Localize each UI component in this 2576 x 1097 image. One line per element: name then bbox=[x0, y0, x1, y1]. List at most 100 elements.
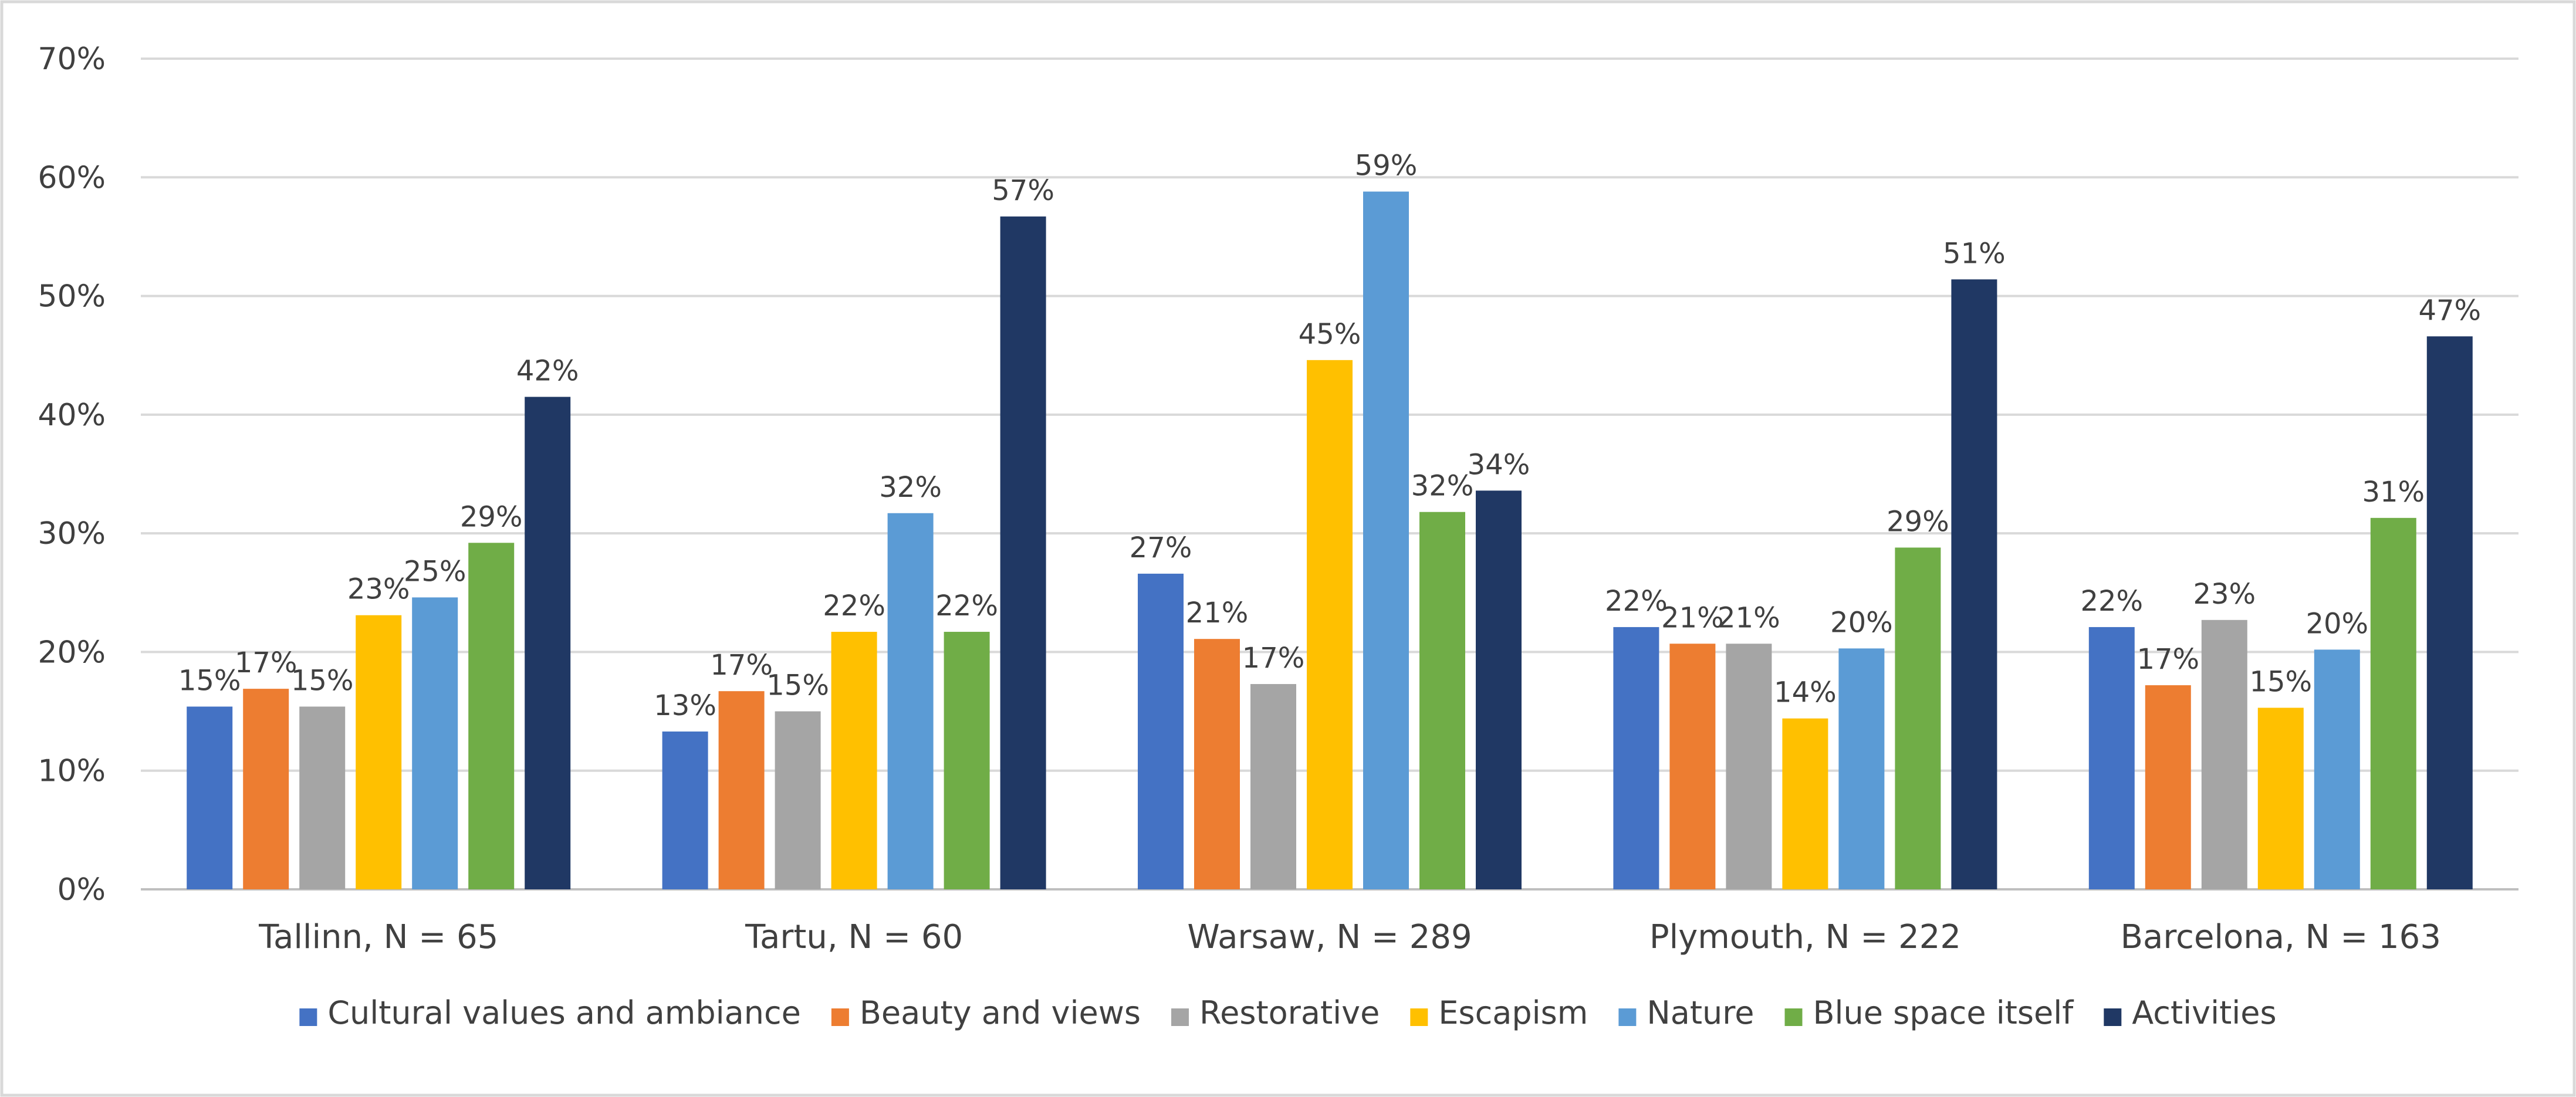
bar bbox=[299, 706, 345, 889]
legend-label: Nature bbox=[1647, 994, 1754, 1031]
bar bbox=[2371, 518, 2416, 889]
data-label: 27% bbox=[1130, 531, 1192, 564]
legend-item: Cultural values and ambiance bbox=[299, 994, 801, 1031]
bar bbox=[719, 691, 765, 889]
bar bbox=[1951, 279, 1997, 889]
data-label: 31% bbox=[2362, 476, 2425, 509]
bar bbox=[2089, 627, 2135, 889]
bar bbox=[1194, 639, 1240, 889]
data-label: 15% bbox=[291, 664, 354, 697]
data-label: 22% bbox=[823, 590, 885, 622]
y-tick-label: 10% bbox=[38, 754, 106, 789]
data-label: 51% bbox=[1943, 237, 2006, 270]
data-label: 23% bbox=[2193, 578, 2256, 611]
x-axis-categories: Tallinn, N = 65 Tartu, N = 60 Warsaw, N = … bbox=[258, 918, 2441, 956]
legend-label: Blue space itself bbox=[1813, 994, 2075, 1031]
data-label: 42% bbox=[516, 355, 579, 388]
legend-label: Escapism bbox=[1438, 994, 1588, 1031]
data-label: 17% bbox=[2136, 643, 2199, 676]
bar bbox=[1000, 216, 1046, 889]
y-axis-ticks: 0% 10% 20% 30% 40% 50% 60% 70% bbox=[38, 42, 106, 908]
bar bbox=[1363, 192, 1409, 889]
data-label: 15% bbox=[2249, 666, 2312, 699]
data-label: 20% bbox=[2305, 607, 2368, 640]
legend-swatch bbox=[1410, 1008, 1428, 1026]
bar bbox=[1726, 644, 1772, 889]
y-tick-label: 0% bbox=[58, 872, 106, 908]
legend-label: Cultural values and ambiance bbox=[327, 994, 801, 1031]
bar bbox=[525, 397, 570, 889]
chart-container: 0% 10% 20% 30% 40% 50% 60% 70% 15% 17% 15% 23% 25% 2… bbox=[0, 0, 2576, 1097]
y-tick-label: 70% bbox=[38, 42, 106, 77]
bar bbox=[662, 732, 708, 889]
legend-item: Beauty and views bbox=[831, 994, 1141, 1031]
data-label: 17% bbox=[235, 646, 298, 679]
data-label: 15% bbox=[766, 669, 829, 702]
bar bbox=[1419, 512, 1465, 889]
legend-label: Beauty and views bbox=[860, 994, 1141, 1031]
category-label: Tallinn, N = 65 bbox=[258, 918, 498, 956]
legend-item: Activities bbox=[2104, 994, 2276, 1031]
data-label: 13% bbox=[654, 689, 716, 722]
data-label: 14% bbox=[1774, 676, 1837, 709]
legend-swatch bbox=[299, 1008, 317, 1026]
data-label: 29% bbox=[460, 500, 523, 533]
legend-swatch bbox=[2104, 1008, 2121, 1026]
bar bbox=[2145, 685, 2191, 889]
data-label: 21% bbox=[1661, 601, 1724, 634]
legend-item: Nature bbox=[1618, 994, 1754, 1031]
data-label: 22% bbox=[935, 590, 998, 622]
bar bbox=[2427, 336, 2473, 889]
data-label: 47% bbox=[2418, 294, 2481, 327]
category-label: Tartu, N = 60 bbox=[745, 918, 963, 956]
bar bbox=[944, 632, 990, 889]
bar bbox=[1782, 719, 1828, 889]
data-label: 25% bbox=[404, 555, 466, 588]
legend-swatch bbox=[1618, 1008, 1636, 1026]
data-label: 22% bbox=[1605, 585, 1668, 618]
legend-swatch bbox=[1171, 1008, 1189, 1026]
data-label: 59% bbox=[1355, 150, 1418, 182]
y-tick-label: 40% bbox=[38, 398, 106, 433]
bar bbox=[1307, 360, 1353, 889]
legend-item: Blue space itself bbox=[1785, 994, 2075, 1031]
y-tick-label: 20% bbox=[38, 635, 106, 670]
bar bbox=[775, 712, 821, 889]
data-label: 45% bbox=[1299, 318, 1361, 351]
data-label: 29% bbox=[1887, 505, 1949, 538]
bar bbox=[187, 706, 232, 889]
bar bbox=[1476, 490, 1522, 889]
bar bbox=[1669, 644, 1715, 889]
bar bbox=[831, 632, 877, 889]
legend-label: Activities bbox=[2132, 994, 2276, 1031]
legend-swatch bbox=[831, 1008, 849, 1026]
bar bbox=[412, 597, 458, 889]
data-label: 21% bbox=[1186, 597, 1249, 629]
data-label: 20% bbox=[1830, 606, 1893, 639]
data-label: 21% bbox=[1718, 601, 1780, 634]
bar bbox=[243, 689, 289, 889]
bar bbox=[356, 615, 401, 889]
category-label: Plymouth, N = 222 bbox=[1649, 918, 1961, 956]
bar bbox=[1250, 684, 1296, 889]
legend: Cultural values and ambiance Beauty and v… bbox=[299, 994, 2276, 1031]
bar bbox=[1138, 574, 1184, 889]
y-tick-label: 50% bbox=[38, 279, 106, 314]
bar bbox=[1895, 547, 1941, 889]
data-label: 32% bbox=[1411, 470, 1474, 503]
data-label: 32% bbox=[879, 471, 942, 504]
y-tick-label: 60% bbox=[38, 160, 106, 195]
bar bbox=[1838, 648, 1884, 889]
data-label: 15% bbox=[178, 664, 241, 697]
bar bbox=[888, 513, 934, 889]
bar bbox=[2258, 708, 2304, 889]
bar bbox=[2202, 620, 2247, 889]
category-label: Warsaw, N = 289 bbox=[1187, 918, 1472, 956]
bar bbox=[1613, 627, 1659, 889]
data-label: 22% bbox=[2080, 585, 2143, 618]
category-label: Barcelona, N = 163 bbox=[2121, 918, 2441, 956]
legend-swatch bbox=[1785, 1008, 1803, 1026]
data-label: 17% bbox=[710, 649, 773, 682]
data-label: 34% bbox=[1468, 448, 1530, 481]
bar bbox=[468, 543, 514, 889]
